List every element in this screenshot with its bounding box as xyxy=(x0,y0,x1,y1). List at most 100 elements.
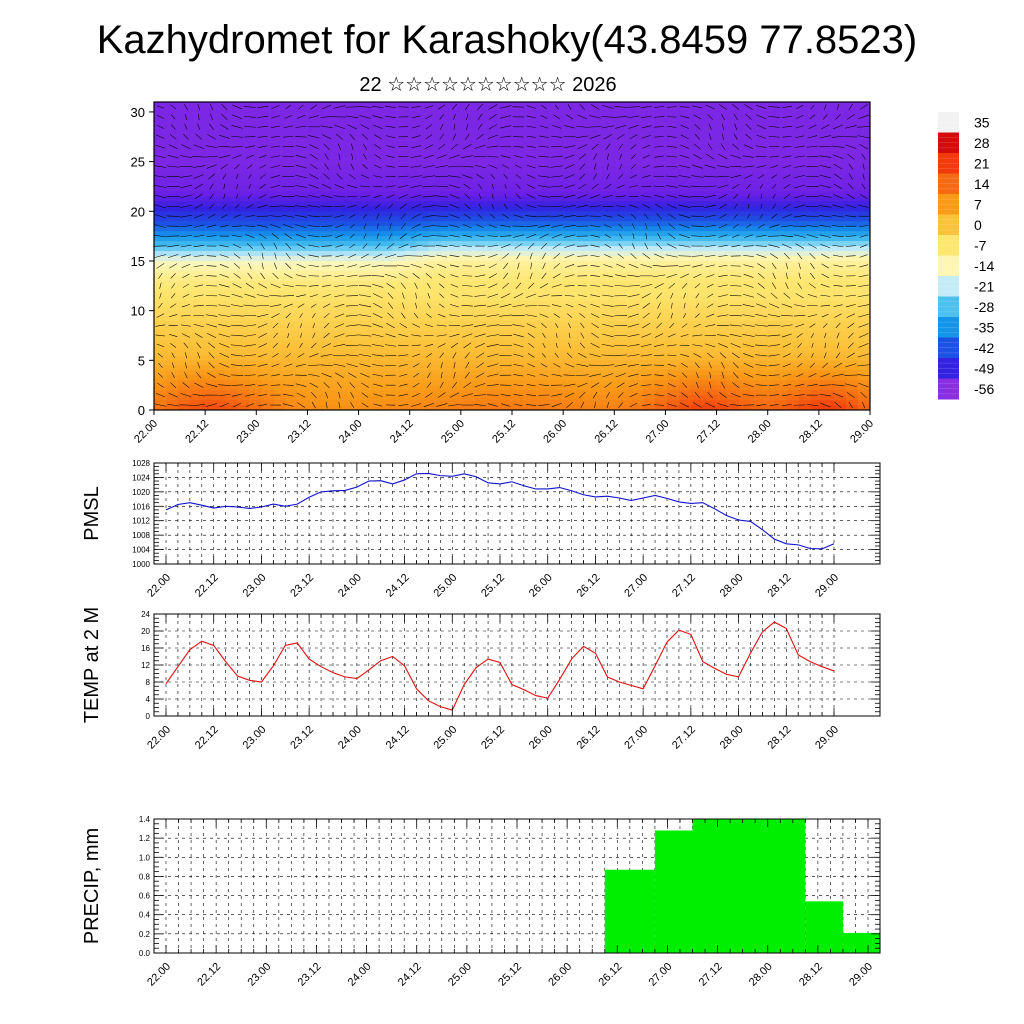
heat-cell xyxy=(595,270,609,277)
heat-cell xyxy=(750,295,764,302)
wind-arrow xyxy=(181,144,191,150)
heat-cell xyxy=(285,151,298,158)
heat-cell xyxy=(273,131,286,138)
heat-cell xyxy=(607,116,620,123)
heat-cell xyxy=(559,380,573,386)
wind-arrow xyxy=(486,304,499,308)
wind-arrow xyxy=(358,275,371,277)
heat-cell xyxy=(834,265,847,272)
wind-arrow xyxy=(541,272,547,279)
wind-arrow xyxy=(666,203,677,209)
wind-arrow xyxy=(296,294,306,298)
heat-cell xyxy=(344,102,358,108)
wind-arrow xyxy=(517,262,520,270)
heat-cell xyxy=(285,176,298,183)
wind-arrow xyxy=(320,225,333,227)
heat-cell xyxy=(595,196,609,202)
heat-cell xyxy=(404,270,418,277)
wind-arrow xyxy=(577,114,587,120)
heat-cell xyxy=(810,111,823,118)
heat-cell xyxy=(535,181,549,188)
heat-cell xyxy=(416,201,430,207)
heat-cell xyxy=(225,275,239,282)
heat-cell xyxy=(619,350,632,356)
heat-cell xyxy=(786,111,799,118)
heat-cell xyxy=(333,260,346,267)
heat-cell xyxy=(452,111,465,118)
heat-cell xyxy=(500,251,513,257)
heat-cell xyxy=(834,370,847,376)
heat-cell xyxy=(452,251,465,257)
wind-arrow xyxy=(362,163,368,170)
wind-arrow xyxy=(271,233,280,240)
heat-cell xyxy=(285,251,298,257)
heat-cell xyxy=(834,260,847,267)
wind-arrow xyxy=(464,372,470,379)
heat-cell xyxy=(273,121,286,128)
heat-cell xyxy=(750,310,764,317)
heat-cell xyxy=(344,251,358,257)
heat-cell xyxy=(535,300,549,307)
heat-cell xyxy=(583,290,597,297)
heat-cell xyxy=(356,236,370,242)
heat-cell xyxy=(368,241,382,247)
heat-cell xyxy=(189,196,203,202)
heat-cell xyxy=(822,166,835,173)
heat-cell xyxy=(500,166,513,173)
heat-cell xyxy=(261,275,274,282)
heat-cell xyxy=(834,251,847,257)
heat-cell xyxy=(440,206,453,212)
heat-cell xyxy=(667,330,680,337)
heat-cell xyxy=(702,216,716,222)
heat-cell xyxy=(702,146,716,153)
wind-arrow xyxy=(359,363,371,368)
wind-arrow xyxy=(590,275,600,277)
heat-cell xyxy=(261,251,274,257)
heat-cell xyxy=(607,111,620,118)
wind-arrow xyxy=(256,294,269,298)
wind-arrow xyxy=(588,126,602,128)
wind-arrow xyxy=(411,392,421,398)
heat-cell xyxy=(237,186,251,193)
heat-cell xyxy=(344,365,358,371)
heat-cell xyxy=(643,186,656,193)
heat-cell xyxy=(154,131,167,138)
heat-cell xyxy=(488,290,501,297)
heat-cell xyxy=(309,176,322,183)
heat-cell xyxy=(154,151,167,158)
heat-cell xyxy=(356,226,370,232)
wind-arrow xyxy=(156,343,165,348)
heat-cell xyxy=(858,216,870,222)
heat-cell xyxy=(858,325,870,332)
heat-cell xyxy=(607,360,620,366)
heat-cell xyxy=(368,400,382,406)
heat-cell xyxy=(726,151,740,158)
heat-cell xyxy=(273,196,286,202)
heat-cell xyxy=(344,345,358,351)
wind-arrow xyxy=(427,303,431,309)
heat-cell xyxy=(452,370,465,376)
heat-cell xyxy=(261,400,274,406)
heat-cell xyxy=(655,251,668,257)
heat-cell xyxy=(667,171,680,178)
heat-cell xyxy=(798,315,811,322)
heat-cell xyxy=(667,275,680,282)
heat-cell xyxy=(858,285,870,292)
heat-cell xyxy=(583,280,597,287)
heat-cell xyxy=(201,231,215,237)
heat-cell xyxy=(201,365,215,371)
heat-cell xyxy=(846,241,859,247)
heat-cell xyxy=(846,221,859,227)
heat-cell xyxy=(702,300,716,307)
heat-cell xyxy=(798,265,811,272)
heat-cell xyxy=(762,345,776,351)
heat-cell xyxy=(154,385,167,391)
heat-cell xyxy=(333,256,346,262)
heat-cell xyxy=(356,221,370,227)
heat-cell xyxy=(249,241,262,247)
heat-cell xyxy=(691,141,704,148)
heat-cell xyxy=(392,365,406,371)
heat-cell xyxy=(810,191,823,197)
heat-cell xyxy=(380,131,394,138)
heat-cell xyxy=(762,141,776,148)
